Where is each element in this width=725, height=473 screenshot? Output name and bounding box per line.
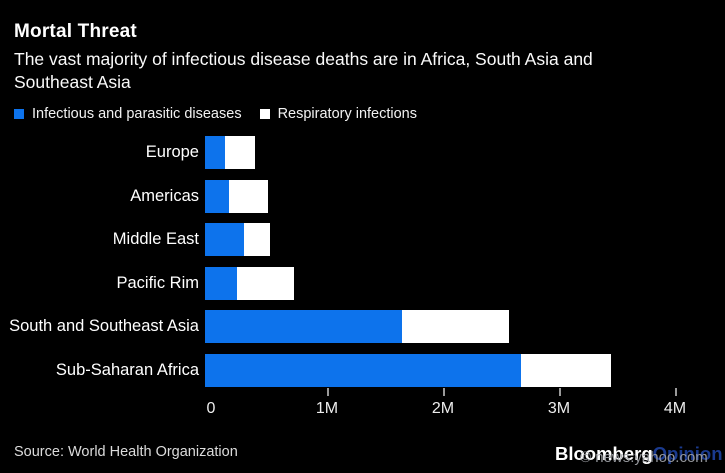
- bar-segment: [244, 223, 270, 257]
- legend-label: Infectious and parasitic diseases: [32, 106, 242, 122]
- legend-swatch-blue-icon: [14, 109, 24, 119]
- axis-tick-label: 3M: [547, 399, 571, 417]
- axis-tick-label: 1M: [315, 399, 339, 417]
- bar-segment: [205, 353, 521, 387]
- axis-tick-label: 0: [206, 399, 216, 417]
- category-label: Americas: [130, 186, 199, 205]
- bar-segment: [402, 310, 509, 344]
- category-label: Middle East: [112, 230, 199, 249]
- axis-tick-label: 4M: [663, 399, 687, 417]
- bar-row: Europe: [0, 136, 725, 169]
- chart-subtitle: The vast majority of infectious disease …: [14, 49, 593, 92]
- chart-legend: Infectious and parasitic diseases Respir…: [14, 106, 417, 122]
- bar-segment: [205, 136, 225, 169]
- plot-area: Europe Americas Middle East Pacific Rim Sout…: [0, 136, 725, 398]
- bar-segment: [520, 353, 611, 387]
- legend-item-infectious: Infectious and parasitic diseases: [14, 106, 242, 122]
- category-label: Europe: [145, 143, 199, 161]
- stacked-bar: [205, 223, 270, 257]
- bloomberg-opinion-logo: BloombergOpinion: [555, 443, 725, 465]
- axis-tick: [559, 387, 561, 396]
- stacked-bar: [205, 353, 611, 387]
- category-label: Pacific Rim: [116, 273, 199, 292]
- legend-swatch-white-icon: [259, 109, 270, 119]
- chart-title: Mortal Threat: [14, 21, 137, 42]
- axis-tick-label: 2M: [431, 399, 455, 417]
- bar-segment: [237, 266, 295, 300]
- category-label: Sub-Saharan Africa: [55, 360, 199, 379]
- bar-segment: [205, 223, 245, 257]
- opinion-wordmark: Opinion: [652, 443, 723, 464]
- stacked-bar: [205, 266, 295, 300]
- x-axis: 0 1M 2M 3M 4M: [207, 387, 725, 424]
- stacked-bar: [205, 310, 509, 344]
- bar-segment: [224, 136, 255, 169]
- bar-row: South and Southeast Asia: [0, 310, 725, 344]
- source-note: Source: World Health Organization: [14, 444, 238, 460]
- category-label: South and Southeast Asia: [9, 317, 199, 336]
- legend-label: Respiratory infections: [277, 106, 417, 122]
- bar-segment: [205, 266, 238, 300]
- axis-tick: [327, 387, 329, 396]
- bar-row: Pacific Rim: [0, 266, 725, 300]
- axis-tick: [443, 387, 445, 396]
- bar-row: Sub-Saharan Africa: [0, 353, 725, 387]
- stacked-bar: [205, 136, 255, 169]
- bar-segment: [205, 310, 403, 344]
- axis-tick: [675, 387, 677, 396]
- bar-row: Americas: [0, 179, 725, 213]
- news-yahoo-watermark: © news.yahoo.com: [580, 449, 708, 466]
- stacked-bar: [205, 179, 268, 213]
- bar-segment: [205, 179, 230, 213]
- bloomberg-wordmark: Bloomberg: [555, 443, 653, 464]
- legend-item-respiratory: Respiratory infections: [259, 106, 417, 122]
- bar-segment: [229, 179, 268, 213]
- bar-row: Middle East: [0, 223, 725, 257]
